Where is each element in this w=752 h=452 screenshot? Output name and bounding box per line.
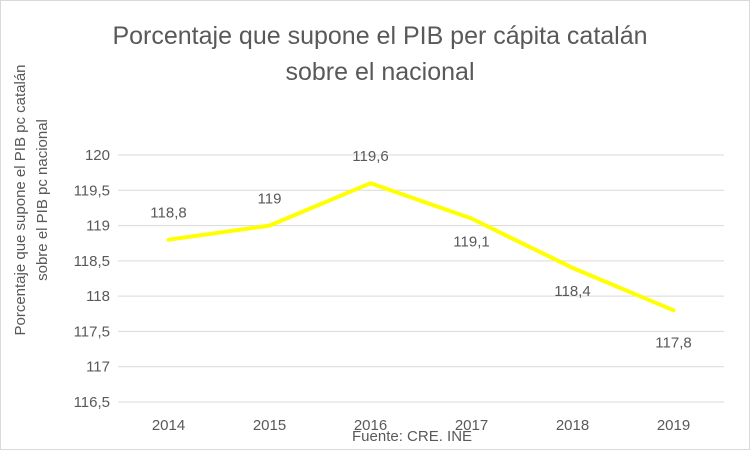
- data-label: 119,6: [352, 148, 388, 165]
- x-tick-label: 2017: [455, 417, 488, 434]
- y-tick-label: 117: [86, 359, 110, 376]
- x-tick-label: 2015: [253, 417, 286, 434]
- chart-title: Porcentaje que supone el PIB per cápita …: [80, 18, 680, 90]
- series-line: [166, 181, 676, 313]
- y-axis-ticks: 116,5 117 117,5 118 118,5 119 119,5 120: [74, 147, 110, 411]
- y-tick-label: 119: [86, 218, 110, 235]
- x-tick-label: 2019: [657, 417, 690, 434]
- y-tick-label: 118,5: [74, 253, 110, 270]
- source-note: Fuente: CRE. INE: [352, 428, 473, 445]
- x-tick-label: 2014: [152, 417, 185, 434]
- data-label: 118,8: [150, 205, 186, 222]
- x-tick-label: 2016: [354, 417, 387, 434]
- chart-title-line-1: Porcentaje que supone el PIB per cápita …: [112, 22, 648, 50]
- y-axis-label: Porcentaje que supone el PIB pc catalán …: [12, 64, 51, 335]
- y-tick-label: 120: [85, 147, 110, 164]
- series: [166, 181, 676, 313]
- gridlines: [118, 154, 724, 403]
- y-axis-label-line-2: sobre el PIB pc nacional: [34, 119, 51, 281]
- data-label: 118,4: [554, 283, 590, 300]
- data-label: 117,8: [655, 334, 691, 351]
- y-tick-label: 117,5: [74, 323, 110, 340]
- x-axis-ticks: 2014 2015 2016 2017 2018 2019: [152, 417, 690, 434]
- data-labels: 118,8 119 119,6 119,1 118,4 117,8: [150, 148, 691, 351]
- data-label: 119,1: [453, 234, 489, 251]
- chart-title-line-2: sobre el nacional: [285, 58, 475, 86]
- y-axis-label-line-1: Porcentaje que supone el PIB pc catalán: [12, 64, 29, 335]
- data-label: 119: [258, 191, 282, 208]
- y-tick-label: 119,5: [74, 182, 110, 199]
- x-tick-label: 2018: [556, 417, 589, 434]
- y-tick-label: 116,5: [74, 394, 110, 411]
- y-tick-label: 118: [86, 288, 110, 305]
